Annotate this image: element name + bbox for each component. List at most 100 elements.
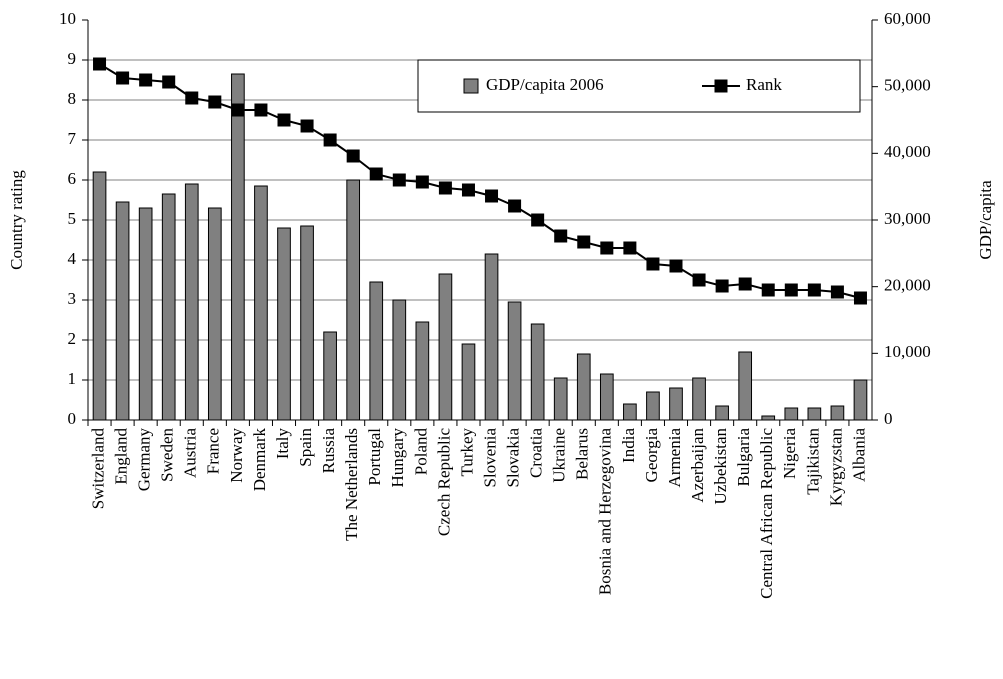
bar [692, 377, 706, 421]
legend: GDP/capita 2006 Rank [417, 59, 861, 113]
x-tick-label: Bosnia and Herzegovina [596, 428, 615, 596]
y-tick-label: 0 [68, 409, 77, 428]
y-tick-label: 1 [68, 369, 77, 388]
x-tick-label: Azerbaijan [688, 428, 707, 503]
marker [346, 149, 360, 163]
y2-tick-label: 30,000 [884, 209, 931, 228]
bar [761, 415, 776, 421]
bar [484, 253, 499, 421]
marker [853, 291, 867, 305]
bar [830, 405, 845, 421]
bar [254, 185, 268, 421]
bar [92, 171, 107, 421]
bar [553, 377, 568, 421]
bar [415, 321, 430, 421]
bar [300, 225, 314, 421]
y-tick-label: 2 [68, 329, 77, 348]
marker [162, 75, 176, 89]
marker [438, 181, 452, 195]
x-tick-label: Slovakia [503, 428, 522, 488]
marker [669, 259, 683, 273]
bar [346, 179, 361, 421]
bar [530, 323, 545, 421]
x-tick-label: Belarus [573, 428, 592, 480]
y2-tick-label: 10,000 [884, 342, 931, 361]
x-tick-label: Nigeria [780, 428, 799, 479]
legend-box [417, 59, 861, 113]
x-tick-label: France [204, 428, 223, 474]
legend-swatch [463, 78, 479, 94]
y-tick-label: 5 [68, 209, 77, 228]
marker [323, 133, 337, 147]
bar [738, 351, 753, 421]
x-tick-label: Slovenia [480, 428, 499, 488]
y-tick-label: 9 [68, 49, 77, 68]
marker [415, 175, 429, 189]
x-tick-label: Uzbekistan [711, 428, 730, 505]
y2-axis-label: GDP/capita [976, 180, 995, 260]
x-tick-label: Norway [227, 428, 246, 483]
y-tick-label: 3 [68, 289, 77, 308]
legend-label: Rank [746, 75, 782, 94]
x-tick-label: Austria [181, 428, 200, 479]
y-tick-label: 8 [68, 89, 77, 108]
x-tick-label: Hungary [388, 428, 407, 488]
x-tick-label: Sweden [158, 428, 177, 482]
marker [646, 257, 660, 271]
bar [623, 403, 637, 421]
legend-marker [714, 79, 728, 93]
y2-tick-label: 20,000 [884, 276, 931, 295]
x-tick-label: Italy [273, 428, 292, 460]
x-tick-label: Croatia [527, 428, 546, 478]
marker [577, 235, 591, 249]
bar [646, 391, 660, 421]
bar [323, 331, 337, 421]
marker [116, 71, 130, 85]
marker [738, 277, 752, 291]
marker [231, 103, 245, 117]
marker [277, 113, 291, 127]
bar [207, 207, 222, 421]
x-tick-label: The Netherlands [342, 428, 361, 541]
marker [508, 199, 522, 213]
marker [392, 173, 406, 187]
bar [277, 227, 291, 421]
bar [715, 405, 729, 421]
y-tick-label: 10 [59, 9, 76, 28]
x-tick-label: Armenia [665, 428, 684, 488]
marker [554, 229, 568, 243]
y2-tick-label: 0 [884, 409, 893, 428]
bar [807, 407, 822, 421]
x-tick-label: England [111, 428, 130, 485]
marker [185, 91, 199, 105]
x-tick-label: India [619, 428, 638, 463]
x-tick-label: Tajikistan [803, 428, 822, 495]
x-tick-label: Albania [849, 428, 868, 482]
bar [461, 343, 476, 421]
y2-tick-label: 40,000 [884, 142, 931, 161]
marker [715, 279, 729, 293]
marker [830, 285, 844, 299]
marker [600, 241, 614, 255]
x-tick-label: Ukraine [550, 428, 569, 483]
marker [807, 283, 821, 297]
marker [485, 189, 499, 203]
bar [438, 273, 453, 421]
y-tick-label: 6 [68, 169, 77, 188]
marker [254, 103, 268, 117]
x-tick-label: Spain [296, 428, 315, 467]
bar [231, 73, 245, 421]
y-axis-label: Country rating [7, 170, 26, 270]
marker [139, 73, 153, 87]
x-tick-label: Turkey [457, 428, 476, 477]
bar [576, 353, 591, 421]
marker [761, 283, 775, 297]
bar [161, 193, 176, 421]
marker [623, 241, 637, 255]
marker [784, 283, 798, 297]
bar [599, 373, 614, 421]
x-tick-label: Switzerland [88, 428, 107, 510]
y2-tick-label: 50,000 [884, 76, 931, 95]
marker [461, 183, 475, 197]
x-tick-label: Poland [411, 428, 430, 476]
